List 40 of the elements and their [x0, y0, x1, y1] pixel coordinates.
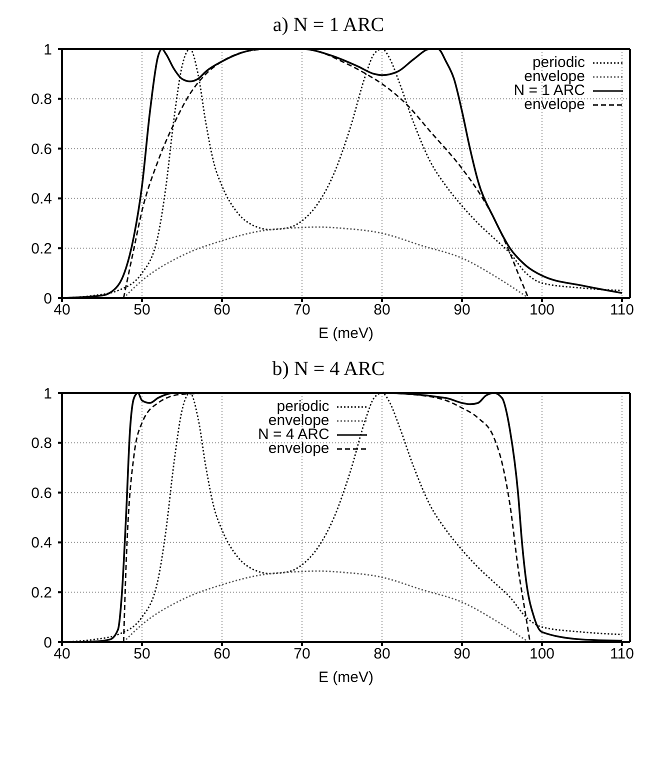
y-tick-label: 0.6	[31, 140, 52, 158]
legend-label: periodic	[276, 398, 330, 415]
x-tick-label: 90	[454, 646, 470, 663]
legend-label: envelope	[524, 68, 585, 85]
x-tick-label: 50	[134, 302, 150, 319]
x-tick-label: 90	[454, 302, 470, 319]
x-tick-label: 40	[54, 302, 70, 319]
x-tick-label: 70	[294, 302, 310, 319]
x-tick-label: 60	[214, 646, 230, 663]
x-tick-label: 80	[374, 302, 390, 319]
y-tick-label: 0.6	[31, 484, 52, 502]
x-tick-label: 110	[610, 302, 634, 319]
legend-label: envelope	[524, 96, 585, 113]
y-tick-label: 0.2	[31, 240, 52, 258]
x-tick-label: 40	[54, 646, 70, 663]
y-tick-label: 0.2	[31, 584, 52, 602]
chart-title: a) N = 1 ARC	[272, 13, 386, 38]
legend-label: N = 1 ARC	[514, 82, 585, 99]
y-tick-label: 1	[44, 385, 52, 402]
y-tick-label: 0.4	[31, 190, 52, 208]
x-tick-label: 50	[134, 646, 150, 663]
x-tick-label: 80	[374, 646, 390, 663]
x-tick-label: 110	[610, 646, 634, 663]
legend-label: envelope	[268, 440, 330, 457]
y-tick-label: 1	[44, 41, 52, 58]
x-tick-label: 60	[214, 302, 230, 319]
x-tick-label: 100	[529, 302, 555, 319]
y-tick-label: 0	[44, 290, 52, 308]
x-axis-title: E (meV)	[318, 669, 374, 686]
legend-label: envelope	[268, 412, 330, 429]
legend-label: periodic	[532, 54, 585, 71]
legend-label: N = 4 ARC	[258, 426, 330, 443]
y-tick-label: 0	[44, 634, 52, 652]
y-tick-label: 0.8	[31, 91, 52, 108]
y-tick-label: 0.4	[31, 534, 52, 552]
x-axis-title: E (meV)	[318, 325, 374, 342]
x-tick-label: 100	[529, 646, 555, 663]
chart-title: b) N = 4 ARC	[271, 357, 386, 382]
x-tick-label: 70	[294, 646, 310, 663]
y-tick-label: 0.8	[31, 435, 52, 452]
